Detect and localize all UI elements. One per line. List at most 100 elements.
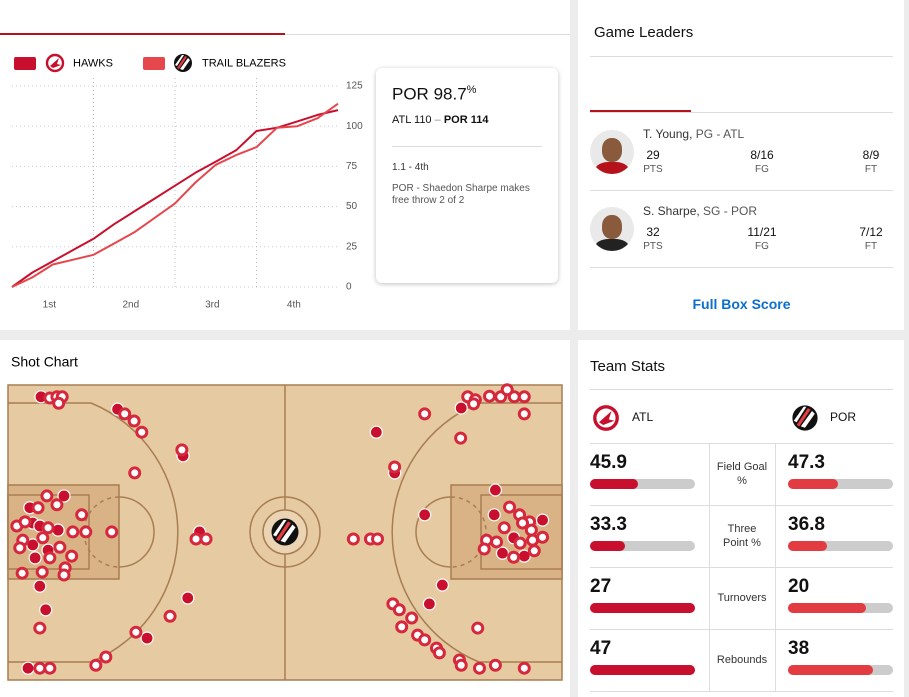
tab-divider: [285, 34, 570, 35]
shot: [13, 541, 27, 555]
bar: [788, 665, 873, 675]
divider: [590, 567, 893, 568]
divider: [590, 389, 893, 390]
shot: [405, 611, 419, 625]
shot: [422, 597, 436, 611]
shot: [163, 609, 177, 623]
divider: [590, 267, 893, 268]
section-title: Team Stats: [590, 358, 666, 375]
shot: [89, 658, 103, 672]
shot: [517, 390, 531, 404]
shot: [199, 532, 213, 546]
game-flow-chart: 0 25 50 75 100 125 1st 2nd 3rd 4th HAWKS TRAIL BLAZ…: [11, 53, 363, 311]
name: T. Young: [643, 127, 690, 141]
game-leaders-panel: [578, 0, 904, 330]
section-title: Game Leaders: [594, 24, 694, 41]
shot: [536, 530, 550, 544]
shot: [175, 443, 189, 457]
active-tab-indicator: [0, 33, 285, 35]
shot: [128, 466, 142, 480]
divider: [775, 443, 776, 505]
stat-value: 33.3: [590, 514, 627, 535]
shot: [79, 525, 93, 539]
shot: [395, 620, 409, 634]
stat-label: Three Point %: [723, 523, 761, 549]
divider: [590, 190, 893, 191]
shot: [57, 568, 71, 582]
shot: [118, 407, 132, 421]
legend-label: TRAIL BLAZERS: [202, 57, 286, 69]
divider: [590, 505, 893, 506]
shot: [36, 531, 50, 545]
bar: [590, 603, 695, 613]
shot: [28, 551, 42, 565]
shot: [526, 533, 540, 547]
divider: [590, 56, 893, 57]
bar-track: [788, 479, 893, 489]
x-tick-label: 3rd: [205, 300, 219, 311]
shot-chart: Shot Chart: [7, 354, 563, 681]
headshot: [590, 207, 634, 251]
bar: [590, 665, 695, 675]
divider: [709, 629, 710, 691]
divider: [709, 567, 710, 629]
shot: [371, 532, 385, 546]
stat-label: FG: [755, 164, 769, 175]
shot: [66, 525, 80, 539]
shot: [181, 591, 195, 605]
probability: 98.7: [433, 84, 467, 104]
box-score-link[interactable]: Full Box Score: [692, 296, 791, 312]
shot: [454, 401, 468, 415]
shot: [490, 535, 504, 549]
divider: [775, 567, 776, 629]
x-tick-label: 1st: [43, 300, 57, 311]
shot: [503, 500, 517, 514]
divider: [590, 112, 893, 113]
shot: [33, 661, 47, 675]
play-description: POR - Shaedon Sharpe makes free throw 2 …: [392, 183, 530, 206]
stat-label: FT: [864, 241, 878, 252]
bar: [590, 479, 639, 489]
shot: [432, 646, 446, 660]
stat-value: 32: [646, 225, 660, 239]
bar-track: [590, 479, 695, 489]
bar: [788, 541, 827, 551]
divider: [590, 443, 893, 444]
bar: [788, 479, 838, 489]
position: SG - POR: [703, 204, 758, 218]
divider: [709, 443, 710, 505]
shot: [39, 603, 53, 617]
shot: [467, 397, 481, 411]
shot: [418, 633, 432, 647]
shot: [21, 661, 35, 675]
bar: [590, 541, 625, 551]
divider: [590, 629, 893, 630]
center-logo: [271, 518, 299, 546]
away-score: 110: [414, 114, 432, 126]
shot: [31, 501, 45, 515]
shot: [497, 521, 511, 535]
divider: [709, 505, 710, 567]
win-probability: POR 98.7%: [392, 84, 476, 105]
play-tooltip: POR 98.7% ATL 110 – POR 114 1.1 - 4th PO…: [376, 68, 558, 283]
stat-label: PTS: [643, 241, 663, 252]
shot: [99, 650, 113, 664]
shot: [33, 621, 47, 635]
stat-value: 7/12: [859, 225, 883, 239]
team-stats-panel: [578, 340, 904, 697]
shot: [535, 513, 550, 527]
shot: [105, 525, 119, 539]
shot: [129, 625, 143, 639]
headshot: [590, 130, 634, 174]
shot: [516, 516, 530, 530]
bar-track: [788, 541, 893, 551]
stat-value: 8/9: [862, 148, 880, 162]
shot: [454, 431, 468, 445]
shot: [388, 460, 402, 474]
divider: [775, 505, 776, 567]
bar-track: [590, 541, 695, 551]
team: POR: [392, 84, 429, 104]
stat-value: 8/16: [750, 148, 774, 162]
y-tick-label: 25: [346, 241, 358, 252]
